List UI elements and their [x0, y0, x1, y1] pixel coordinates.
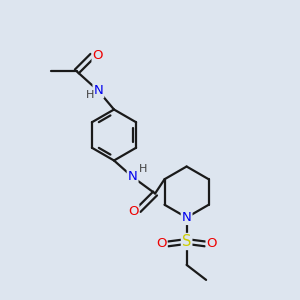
- Text: O: O: [156, 237, 167, 250]
- Text: N: N: [182, 211, 191, 224]
- Text: H: H: [139, 164, 147, 174]
- Text: N: N: [128, 170, 137, 184]
- Text: N: N: [94, 84, 103, 98]
- Text: H: H: [86, 90, 94, 100]
- Text: O: O: [92, 49, 103, 62]
- Text: O: O: [206, 237, 217, 250]
- Text: S: S: [182, 234, 191, 249]
- Text: O: O: [128, 205, 139, 218]
